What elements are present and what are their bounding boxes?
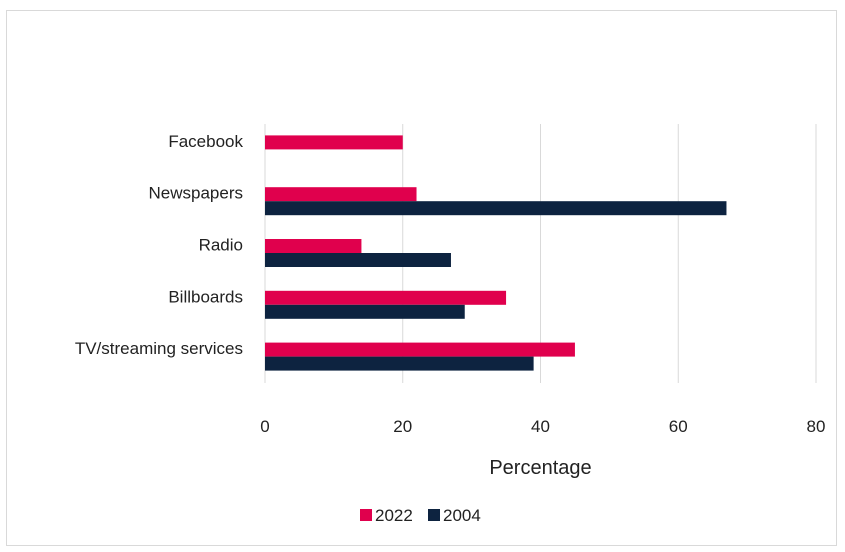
x-tick-label: 40 [531,417,550,436]
legend-label: 2004 [443,506,481,525]
bar-2004 [265,201,727,216]
bar-2022 [265,187,417,202]
legend-swatch-2022 [360,509,372,521]
bar-2022 [265,290,507,305]
bar-2004 [265,356,534,371]
x-tick-label: 60 [669,417,688,436]
x-tick-labels: 0 20 40 60 80 [260,417,825,436]
category-labels: Facebook Newspapers Radio Billboards TV/stre… [75,132,244,358]
legend-swatch-2004 [428,509,440,521]
x-axis-title: Percentage [489,457,591,479]
x-tick-label: 0 [260,417,269,436]
category-label: Radio [199,236,243,255]
bar-2022 [265,239,362,253]
category-label: Newspapers [149,184,244,203]
bar-2004 [265,253,451,267]
bar-2022 [265,342,575,357]
legend-label: 2022 [375,506,413,525]
category-label: TV/streaming services [75,339,243,358]
category-label: Billboards [168,287,243,306]
x-tick-label: 80 [807,417,826,436]
bar-2004 [265,304,465,319]
chart-frame [6,10,837,546]
legend: 2022 2004 [360,506,481,525]
bar-2022 [265,135,403,150]
x-tick-label: 20 [393,417,412,436]
category-label: Facebook [168,132,243,151]
bars [265,135,727,371]
